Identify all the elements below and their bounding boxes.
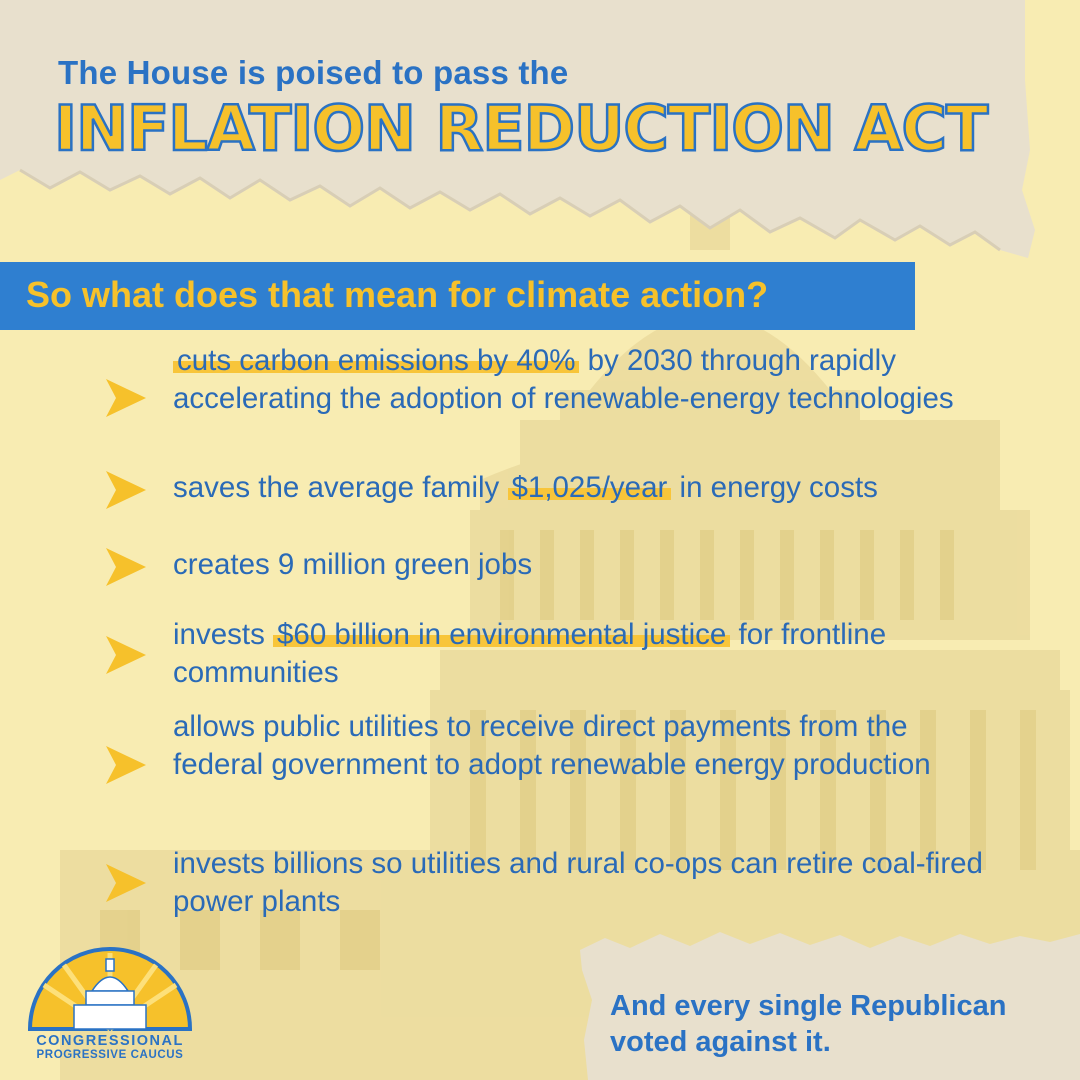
closing-line-1: And every single Republican	[610, 990, 1007, 1022]
chevron-right-icon	[106, 864, 146, 902]
caucus-logo: CONGRESSIONAL PROGRESSIVE CAUCUS	[24, 945, 194, 1065]
highlight: $60 billion in environmental justice	[273, 618, 731, 651]
logo-text-line-1: CONGRESSIONAL	[36, 1033, 184, 1049]
chevron-right-icon	[106, 746, 146, 784]
headline-line-1: The House is poised to pass the	[58, 54, 569, 91]
headline-act-title: INFLATION REDUCTION ACT	[53, 91, 990, 167]
list-item-text: creates 9 million green jobs	[173, 548, 533, 581]
chevron-right-icon	[106, 548, 146, 586]
logo-text-line-2: PROGRESSIVE CAUCUS	[36, 1049, 184, 1061]
highlight: $1,025/year	[507, 471, 672, 504]
list-item-text: allows public utilities to receive direc…	[173, 710, 931, 781]
closing-line-2: voted against it.	[610, 1026, 831, 1058]
chevron-right-icon	[106, 471, 146, 509]
closing-statement: And every single Republican voted agains…	[610, 988, 1006, 1060]
chevron-right-icon	[106, 636, 146, 674]
chevron-right-icon	[106, 379, 146, 417]
list-item-text: invests billions so utilities and rural …	[173, 847, 983, 918]
list-item-text: cuts carbon emissions by 40% by 2030 thr…	[173, 344, 954, 415]
banner-text: So what does that mean for climate actio…	[26, 274, 769, 315]
highlight: cuts carbon emissions by 40%	[173, 344, 580, 377]
capitol-sunburst-icon	[27, 947, 193, 1032]
question-banner: So what does that mean for climate actio…	[0, 262, 915, 330]
list-item-text: invests $60 billion in environmental jus…	[173, 618, 887, 689]
list-item-text: saves the average family $1,025/year in …	[173, 471, 878, 504]
